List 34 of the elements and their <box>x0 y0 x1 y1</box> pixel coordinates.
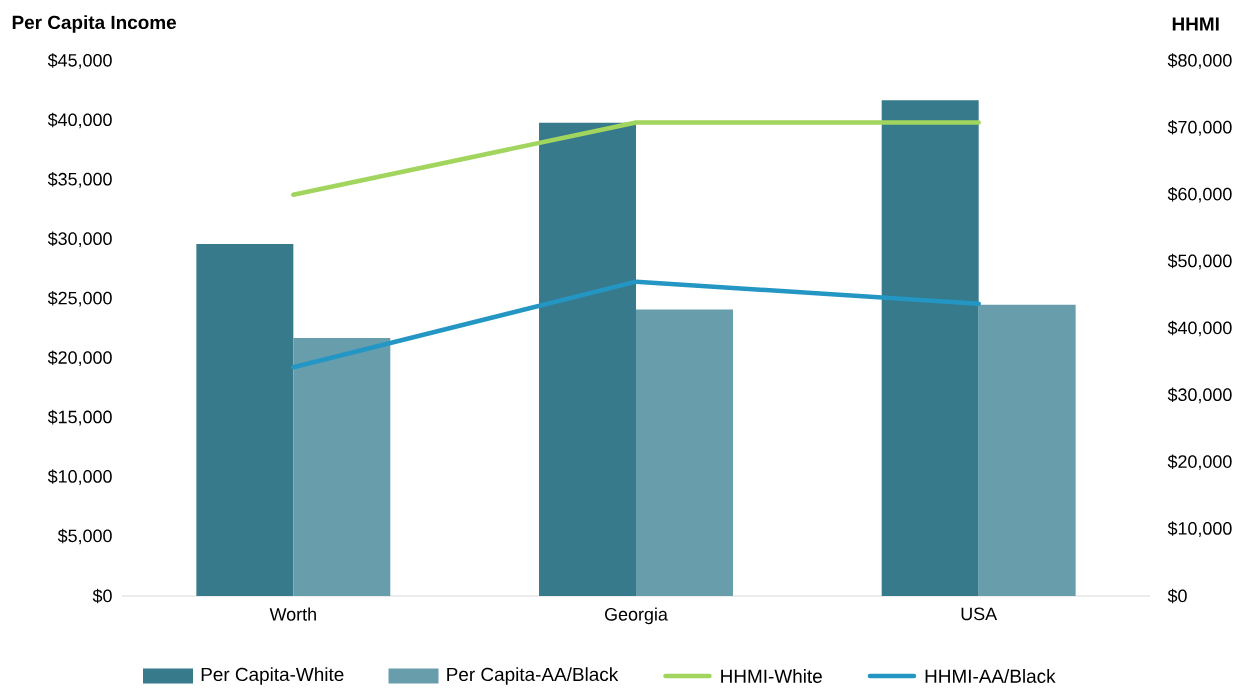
y-tick-label: $35,000 <box>47 172 112 188</box>
x-tick-label: USA <box>961 607 998 621</box>
legend-label: HHMI-AA/Black <box>925 669 1056 683</box>
y2-tick-label: $80,000 <box>1167 53 1232 69</box>
y2-tick-label: $50,000 <box>1167 253 1232 270</box>
y2-tick-label: $20,000 <box>1167 454 1232 471</box>
y-tick-label: $5,000 <box>57 528 112 545</box>
y2-tick-label: $0 <box>1167 588 1187 604</box>
y-tick-label: $15,000 <box>47 409 112 426</box>
bar <box>881 100 979 596</box>
y2-tick-label: $40,000 <box>1167 320 1232 337</box>
bar <box>539 122 636 596</box>
bar <box>293 338 391 596</box>
y-tick-label: $25,000 <box>47 290 112 307</box>
bar <box>196 244 294 596</box>
x-tick-label: Georgia <box>605 607 668 625</box>
y2-tick-label: $10,000 <box>1167 521 1232 537</box>
y-tick-label: $10,000 <box>47 469 112 485</box>
y-tick-label: $20,000 <box>47 350 112 367</box>
legend-label: Per Capita-White <box>201 667 344 685</box>
y-tick-label: $45,000 <box>47 53 112 69</box>
y-tick-label: $40,000 <box>47 112 112 129</box>
y2-axis-title: HHMI <box>1172 17 1219 31</box>
y2-tick-label: $70,000 <box>1167 120 1232 136</box>
legend-label: Per Capita-AA/Black <box>447 667 619 685</box>
bar <box>978 304 1076 596</box>
y-tick-label: $0 <box>92 588 112 604</box>
legend-label: HHMI-White <box>721 669 822 683</box>
bar <box>636 309 733 596</box>
x-tick-label: Worth <box>269 607 316 621</box>
y2-tick-label: $30,000 <box>1167 387 1232 404</box>
y-axis-title: Per Capita Income <box>12 15 177 33</box>
y-tick-label: $30,000 <box>47 231 112 248</box>
y2-tick-label: $60,000 <box>1167 186 1232 203</box>
